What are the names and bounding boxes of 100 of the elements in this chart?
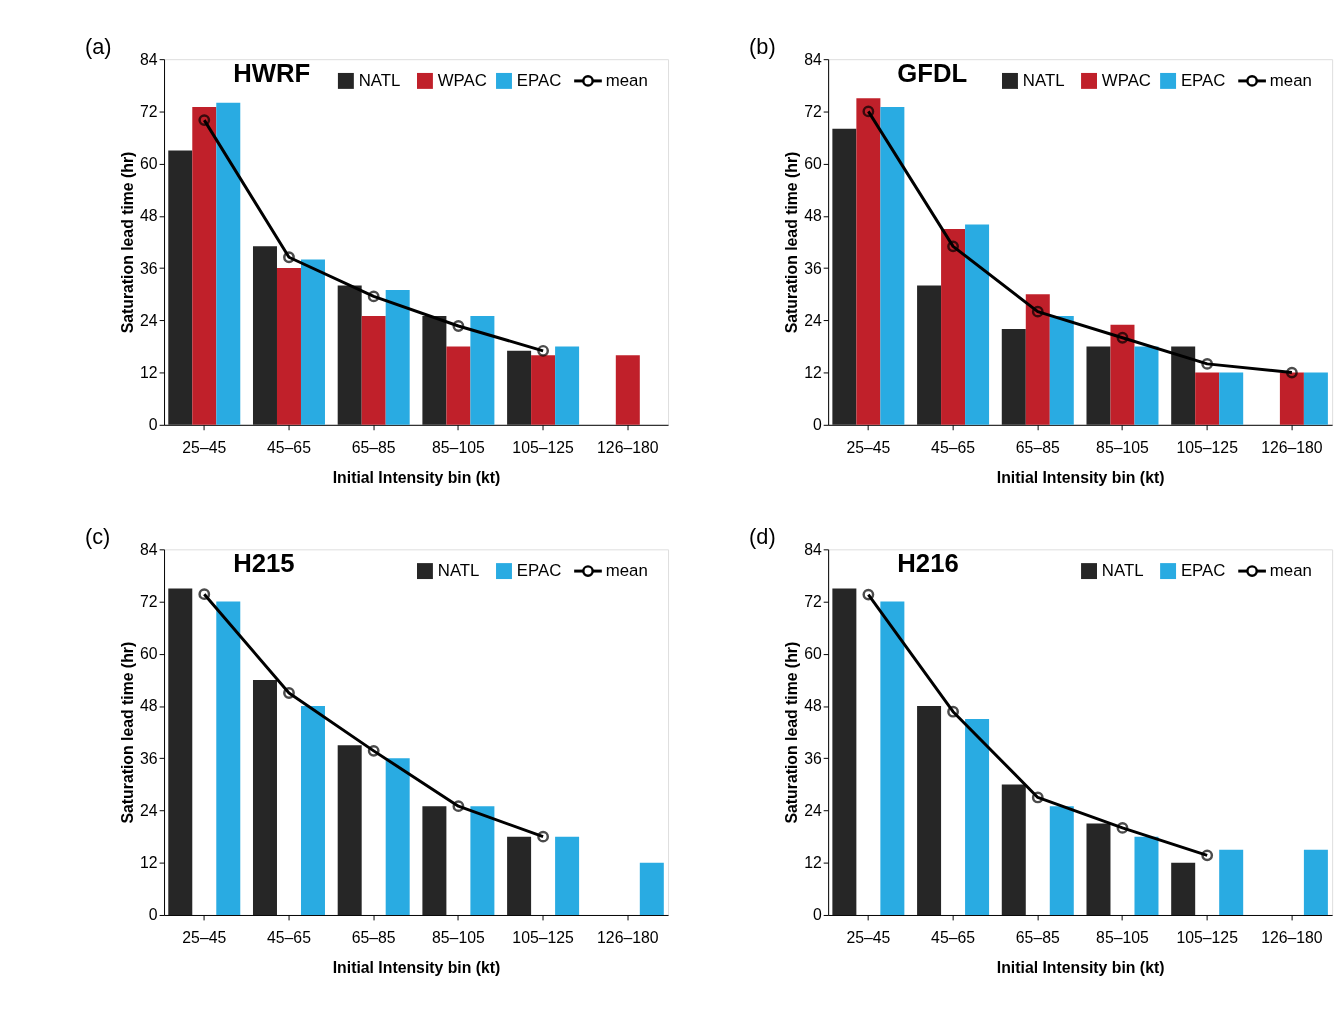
legend-label: NATL: [1022, 70, 1065, 90]
bar: [917, 285, 942, 425]
bar: [1219, 849, 1244, 915]
y-tick-label: 60: [804, 155, 822, 173]
bar: [1086, 823, 1111, 915]
point: [862, 588, 875, 601]
bar: [1171, 862, 1196, 915]
bar: [555, 836, 580, 915]
x-tick-label: 25–45: [182, 438, 227, 456]
y-tick-label: 48: [804, 207, 822, 225]
point: [1201, 357, 1214, 370]
x-tick-label: 25–45: [846, 438, 891, 456]
bar: [1086, 346, 1111, 425]
y-tick-label: 36: [804, 749, 822, 767]
legend-label: mean: [1269, 561, 1312, 581]
bar: [385, 758, 410, 915]
y-tick-label: 36: [804, 259, 822, 277]
bar: [470, 806, 495, 915]
y-tick-label: 48: [140, 207, 158, 225]
y-axis-title: Saturation lead time (hr): [119, 151, 137, 334]
bar: [856, 98, 881, 425]
y-axis-title: Saturation lead time (hr): [783, 151, 801, 334]
y-tick-label: 24: [140, 311, 158, 329]
x-axis-title: Initial Intensity bin (kt): [996, 468, 1165, 486]
point: [1285, 366, 1298, 379]
legend-label: mean: [605, 561, 648, 581]
y-axis-title: Saturation lead time (hr): [119, 641, 137, 824]
x-tick-label: 85–105: [1096, 438, 1150, 456]
legend-label: mean: [1269, 70, 1312, 90]
point: [198, 588, 211, 601]
bar: [1049, 316, 1074, 425]
bar: [422, 316, 447, 425]
bar: [1110, 324, 1135, 425]
legend-label: NATL: [437, 561, 480, 581]
bar: [192, 107, 217, 425]
y-tick-label: 72: [804, 593, 822, 610]
x-tick-label: 105–125: [1176, 438, 1239, 456]
x-tick-label: 126–180: [597, 438, 659, 456]
bar: [832, 128, 857, 425]
point: [1116, 822, 1129, 834]
bar: [639, 862, 664, 915]
bar: [470, 316, 495, 425]
y-tick-label: 12: [804, 854, 822, 872]
x-tick-label: 105–125: [512, 438, 575, 456]
legend-label: WPAC: [1101, 70, 1151, 90]
chart-title: HWRF: [233, 58, 311, 87]
x-tick-label: 126–180: [597, 929, 659, 947]
y-tick-label: 36: [140, 749, 158, 767]
bar: [507, 836, 532, 915]
y-tick-label: 72: [140, 102, 158, 120]
point: [452, 800, 465, 813]
y-tick-label: 0: [148, 416, 158, 434]
y-tick-label: 48: [140, 697, 158, 715]
point: [198, 114, 211, 127]
bar: [422, 806, 447, 915]
y-tick-label: 60: [140, 645, 158, 663]
x-tick-label: 105–125: [512, 929, 575, 947]
point: [283, 251, 295, 264]
point: [283, 687, 295, 699]
bar: [216, 601, 241, 915]
text: (a): [84, 34, 112, 60]
bar: [216, 102, 241, 425]
x-tick-label: 65–85: [351, 929, 396, 947]
y-tick-label: 60: [140, 155, 158, 173]
bar: [1219, 372, 1244, 425]
point: [947, 240, 959, 253]
y-tick-label: 72: [804, 102, 822, 120]
legend-label: NATL: [1101, 561, 1144, 581]
bar: [917, 706, 942, 915]
bar: [1001, 329, 1026, 425]
x-tick-label: 25–45: [846, 929, 891, 947]
x-tick-label: 45–65: [931, 438, 976, 456]
text: (d): [749, 524, 776, 550]
y-tick-label: 12: [804, 364, 822, 382]
bar: [1025, 294, 1050, 425]
y-tick-label: 72: [140, 593, 158, 610]
x-tick-label: 45–65: [931, 929, 976, 947]
x-axis-title: Initial Intensity bin (kt): [332, 468, 501, 486]
bar: [531, 355, 556, 425]
y-tick-label: 84: [140, 50, 158, 68]
y-tick-label: 48: [804, 697, 822, 715]
bar: [446, 346, 471, 425]
y-tick-label: 24: [804, 801, 822, 819]
bar: [1303, 372, 1328, 425]
y-tick-label: 24: [140, 801, 158, 819]
y-tick-label: 0: [148, 906, 158, 924]
bar: [1049, 806, 1074, 915]
chart-title: H216: [897, 549, 959, 578]
y-tick-label: 12: [140, 364, 158, 382]
bar: [337, 745, 362, 915]
bar: [168, 150, 193, 425]
bar: [1303, 849, 1328, 915]
bar: [385, 289, 410, 425]
y-tick-label: 24: [804, 311, 822, 329]
bar: [941, 228, 966, 425]
point: [1031, 791, 1044, 804]
bar: [615, 355, 640, 425]
point: [862, 105, 875, 118]
y-tick-label: 84: [140, 540, 158, 558]
bar: [300, 706, 325, 915]
